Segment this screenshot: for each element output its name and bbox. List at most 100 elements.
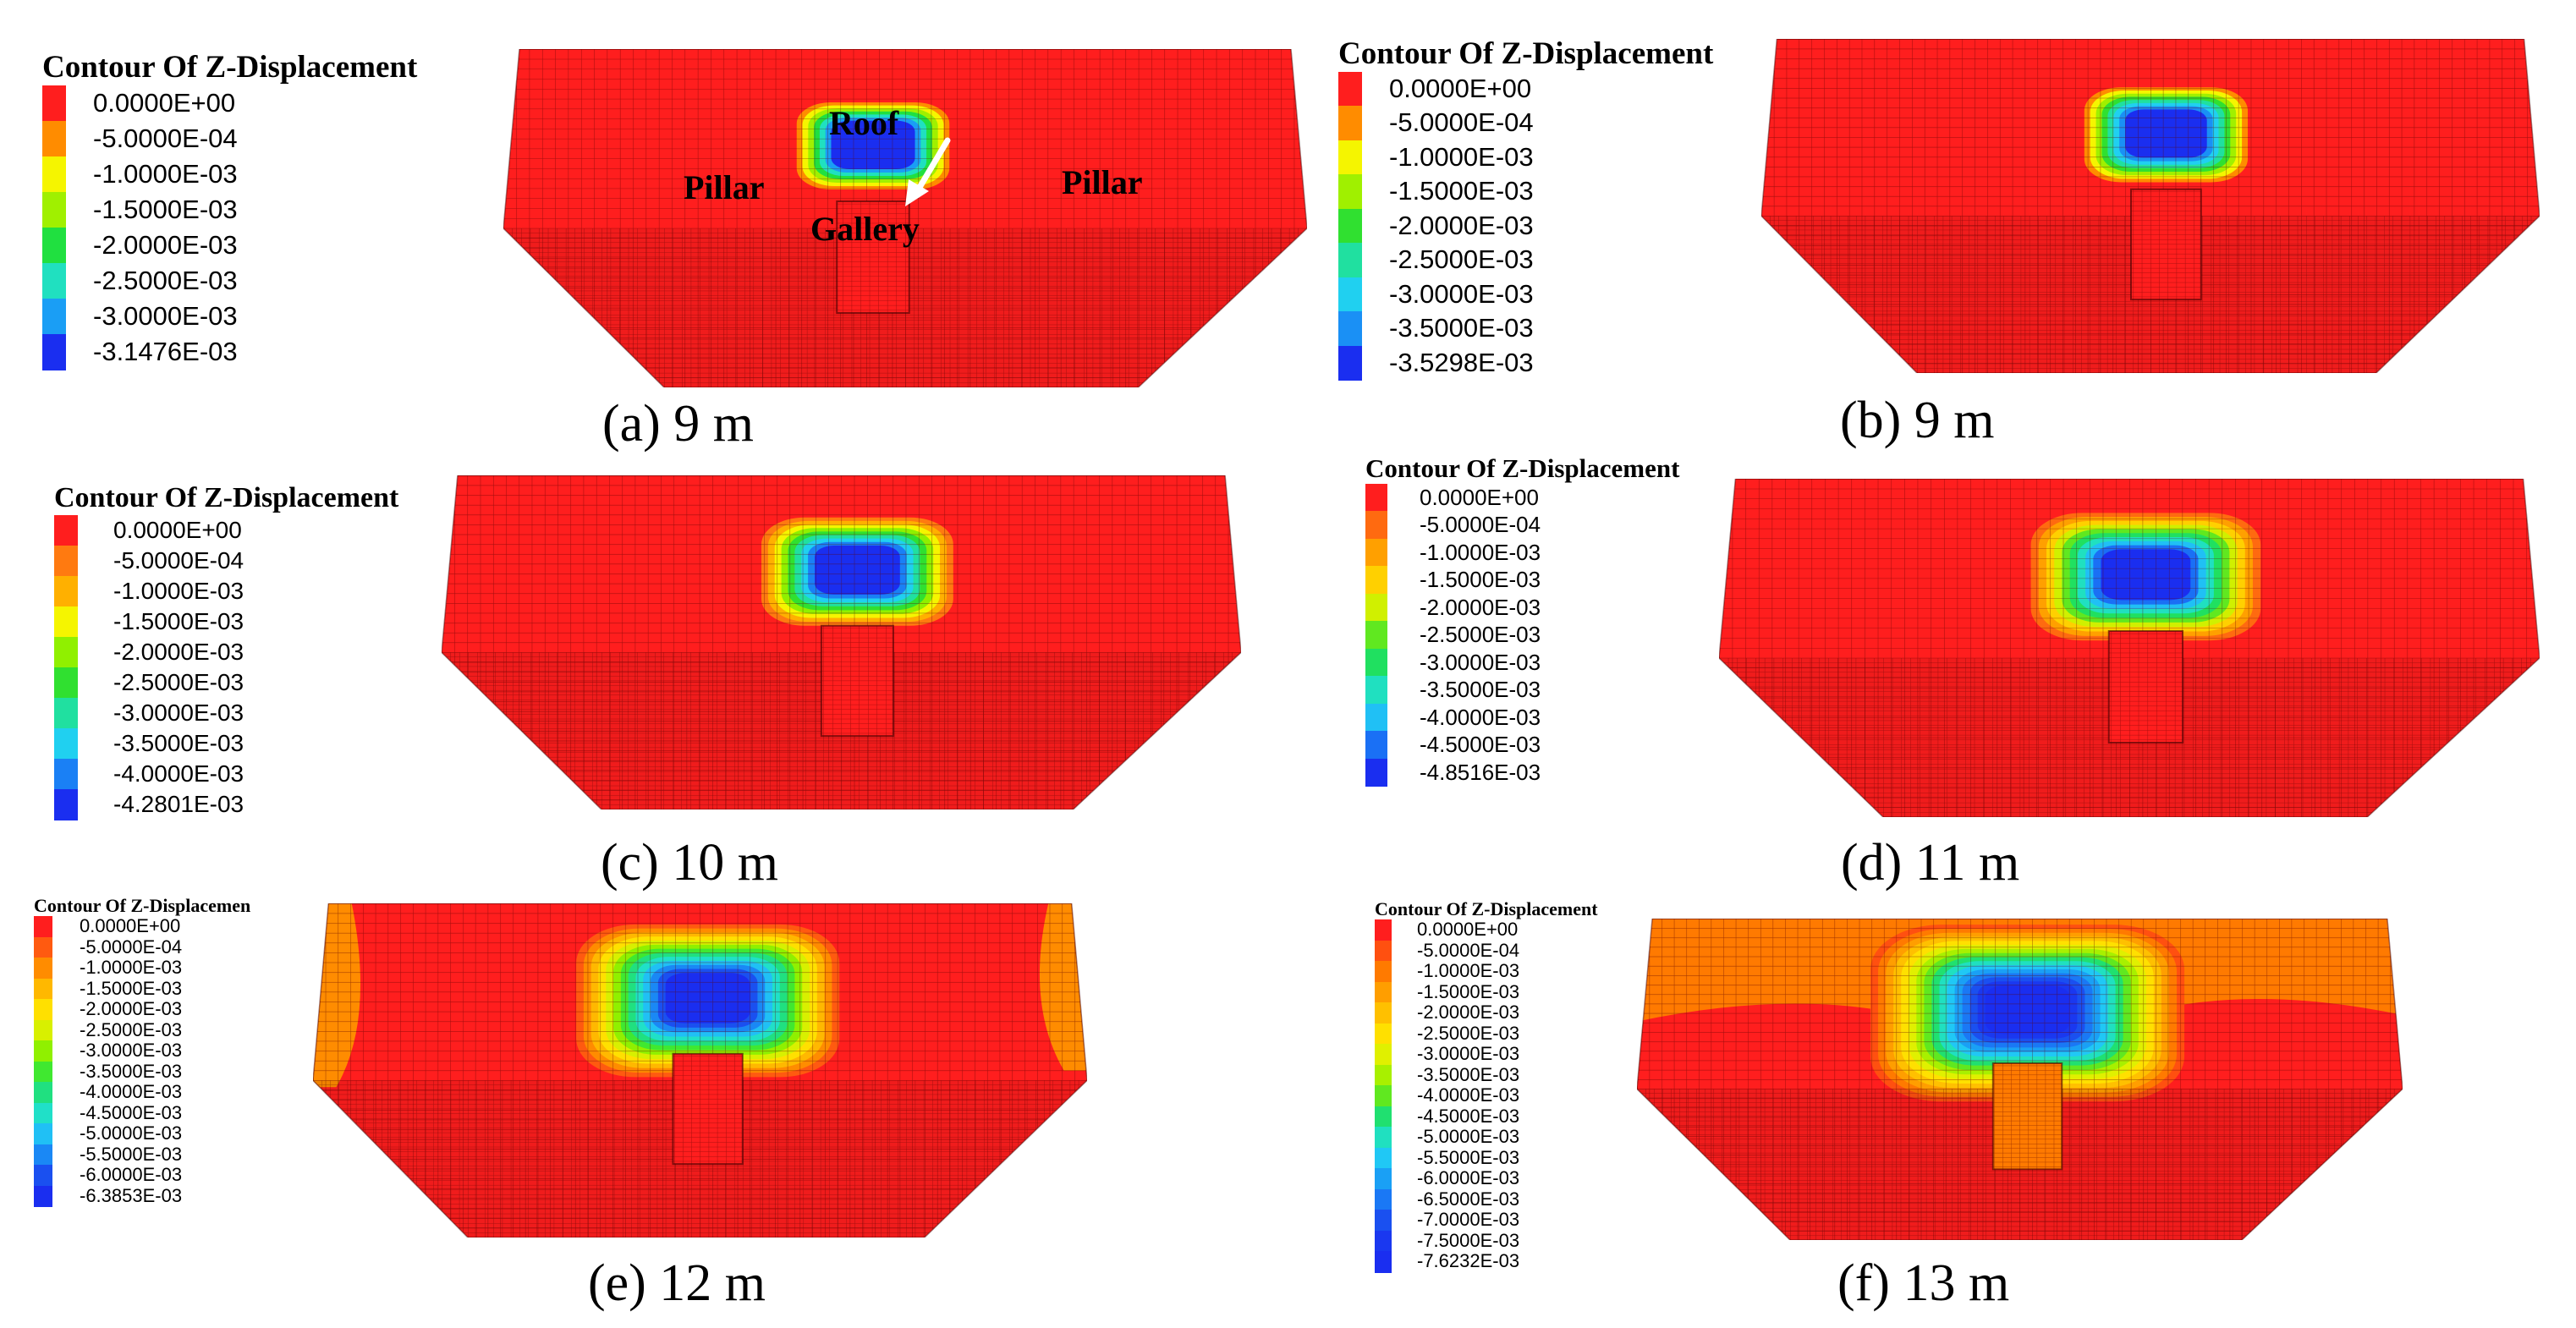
legend-label: -5.0000E-03 xyxy=(1417,1126,1520,1148)
legend-label: 0.0000E+00 xyxy=(80,915,181,937)
legend-swatch xyxy=(42,156,66,193)
legend-swatch xyxy=(54,789,78,821)
legend-swatch xyxy=(42,191,66,228)
legend-title: Contour Of Z-Displacement xyxy=(54,482,399,513)
legend-label: -5.0000E-04 xyxy=(1417,939,1520,961)
legend-swatch xyxy=(34,936,52,959)
legend-label: -1.0000E-03 xyxy=(1420,539,1541,565)
legend-label: 0.0000E+00 xyxy=(1389,73,1532,103)
legend-title: Contour Of Z-Displacement xyxy=(1365,453,1680,483)
mesh-model-f xyxy=(1637,919,2403,1240)
legend-swatch xyxy=(34,1061,52,1084)
legend-swatch xyxy=(1375,1188,1392,1211)
legend-swatch xyxy=(34,1165,52,1187)
legend-swatch xyxy=(54,728,78,760)
legend-label: -1.0000E-03 xyxy=(113,578,244,605)
legend-title: Contour Of Z-Displacemen xyxy=(34,895,251,916)
legend-swatch xyxy=(1375,1127,1392,1149)
legend-label: -4.5000E-03 xyxy=(1417,1105,1520,1127)
legend-label: -2.5000E-03 xyxy=(1420,622,1541,648)
legend-label: -5.0000E-04 xyxy=(113,547,244,574)
legend-swatch xyxy=(34,1102,52,1125)
legend-swatch xyxy=(42,227,66,264)
legend-swatch xyxy=(1375,981,1392,1004)
legend-swatch xyxy=(1365,538,1387,568)
legend-label: -3.5000E-03 xyxy=(1420,677,1541,703)
legend-swatch xyxy=(34,1040,52,1062)
legend-label: -1.5000E-03 xyxy=(1389,176,1534,206)
legend-swatch xyxy=(1375,1251,1392,1273)
legend-label: -3.0000E-03 xyxy=(1420,649,1541,675)
legend-label: -5.0000E-04 xyxy=(1389,107,1534,138)
legend-label: -1.0000E-03 xyxy=(93,158,238,189)
legend-swatch xyxy=(1375,1210,1392,1232)
legend-swatch xyxy=(1375,1085,1392,1107)
legend-label: -4.0000E-03 xyxy=(1417,1084,1520,1106)
legend-label: -2.5000E-03 xyxy=(80,1018,183,1040)
mesh-model-c xyxy=(442,475,1241,809)
legend-label: -2.5000E-03 xyxy=(93,265,238,295)
legend-label: -2.0000E-03 xyxy=(1417,1001,1520,1023)
legend-label: 0.0000E+00 xyxy=(93,87,236,118)
legend-swatch xyxy=(34,1144,52,1166)
annotation-roof: Roof xyxy=(829,104,899,142)
legend-label: -4.8516E-03 xyxy=(1420,759,1541,785)
panel-caption-f: (f) 13 m xyxy=(1837,1254,2010,1312)
legend-label: -1.0000E-03 xyxy=(1389,141,1534,172)
legend-swatch xyxy=(34,1123,52,1145)
legend-swatch xyxy=(54,667,78,700)
legend-label: -4.0000E-03 xyxy=(80,1081,183,1103)
legend-swatch xyxy=(42,262,66,299)
legend-swatch xyxy=(1365,731,1387,760)
legend-label: -6.0000E-03 xyxy=(1417,1167,1520,1189)
legend-swatch xyxy=(1338,311,1362,347)
legend-swatch xyxy=(54,606,78,639)
legend-swatch xyxy=(1375,961,1392,983)
mesh-model-e xyxy=(313,903,1087,1237)
legend-swatch xyxy=(54,546,78,578)
legend-title: Contour Of Z-Displacement xyxy=(1338,36,1714,71)
panel-caption-b: (b) 9 m xyxy=(1840,392,1995,449)
legend-swatch xyxy=(1365,621,1387,650)
panel-caption-e: (e) 12 m xyxy=(588,1254,766,1312)
legend-swatch xyxy=(54,759,78,791)
legend-swatch xyxy=(1365,593,1387,623)
legend-swatch xyxy=(1365,676,1387,705)
legend-label: -3.0000E-03 xyxy=(1417,1043,1520,1065)
legend-swatch xyxy=(1375,1168,1392,1190)
legend-swatch xyxy=(1365,703,1387,733)
legend-swatch xyxy=(1365,758,1387,787)
legend-swatch xyxy=(42,120,66,157)
legend-label: -3.0000E-03 xyxy=(80,1040,183,1062)
panel-caption-a: (a) 9 m xyxy=(602,395,755,453)
legend-label: -4.5000E-03 xyxy=(80,1101,183,1123)
legend-label: -6.5000E-03 xyxy=(1417,1188,1520,1210)
legend-title: Contour Of Z-Displacement xyxy=(1375,898,1598,919)
legend-label: -3.0000E-03 xyxy=(93,300,238,331)
legend-label: -1.5000E-03 xyxy=(113,608,244,635)
legend-swatch xyxy=(54,637,78,669)
legend-label: -2.5000E-03 xyxy=(1389,244,1534,275)
legend-swatch xyxy=(1375,1230,1392,1253)
legend-label: -2.0000E-03 xyxy=(1389,210,1534,240)
legend-swatch xyxy=(42,333,66,370)
legend-swatch xyxy=(1375,1147,1392,1170)
legend-swatch xyxy=(1338,140,1362,176)
legend-swatch xyxy=(42,85,66,122)
annotation-arrow xyxy=(905,137,951,206)
legend-title: Contour Of Z-Displacement xyxy=(42,50,418,85)
legend-label: -1.0000E-03 xyxy=(1417,960,1520,982)
legend-label: -2.0000E-03 xyxy=(93,229,238,260)
legend-swatch xyxy=(1338,345,1362,381)
legend-swatch xyxy=(1365,483,1387,513)
legend-swatch xyxy=(34,978,52,1001)
legend-swatch xyxy=(34,1185,52,1208)
legend-swatch xyxy=(1338,174,1362,210)
legend-label: -1.5000E-03 xyxy=(1420,567,1541,593)
legend-label: -3.5000E-03 xyxy=(113,730,244,757)
legend-label: 0.0000E+00 xyxy=(1420,484,1539,510)
legend-swatch xyxy=(34,916,52,938)
legend-label: -2.0000E-03 xyxy=(1420,594,1541,620)
panel-caption-c: (c) 10 m xyxy=(601,834,779,892)
legend-swatch xyxy=(1375,1044,1392,1066)
